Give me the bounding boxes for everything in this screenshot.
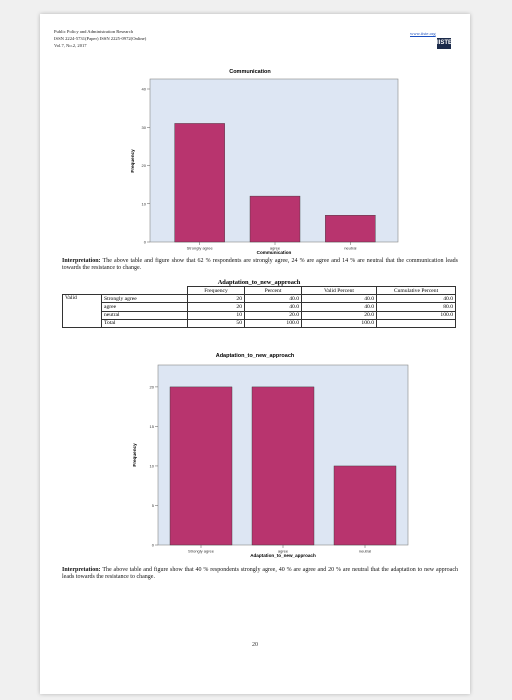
- x-tick-labels: Strongly agree agree neutral: [188, 545, 371, 554]
- cell: 100.0: [244, 318, 302, 328]
- adaptation-bar-chart: Adaptation_to_new_approach 0 5 10 15 20 Stro…: [132, 353, 409, 558]
- frequency-table: Frequency Percent Valid Percent Cumulati…: [62, 285, 456, 328]
- cell: 100.0: [376, 310, 456, 320]
- col-header: Percent: [244, 285, 302, 296]
- chart-title: Adaptation_to_new_approach: [216, 353, 295, 359]
- website-link[interactable]: www.iiste.org: [410, 31, 436, 36]
- table-row: neutral 10 20.0 20.0 100.0: [63, 310, 456, 320]
- issn-line: ISSN 2224-5731(Paper) ISSN 2225-0972(Onl…: [54, 36, 147, 41]
- row-label: Total: [101, 318, 188, 328]
- bar: [251, 386, 315, 546]
- x-tick-label: agree: [278, 549, 289, 554]
- cell: 20.0: [244, 310, 302, 320]
- bar: [174, 123, 225, 243]
- journal-header: Public Policy and Administration Researc…: [54, 28, 146, 49]
- table-title: Adaptation_to_new_approach: [217, 279, 301, 286]
- bars: [169, 386, 397, 546]
- bar: [249, 195, 301, 243]
- cell: 40.0: [244, 294, 302, 304]
- journal-name: Public Policy and Administration Researc…: [54, 29, 134, 34]
- bars: [174, 123, 376, 243]
- interpretation-paragraph-2: Interpretation: The above table and figu…: [62, 567, 458, 582]
- y-tick-label: 15: [150, 424, 155, 429]
- x-tick-label: neutral: [344, 246, 356, 251]
- y-tick-label: 0: [152, 543, 155, 548]
- row-label: agree: [101, 302, 188, 312]
- cell: 40.0: [301, 302, 377, 312]
- cell: 20: [187, 294, 245, 304]
- table-row: Valid Strongly agree 20 40.0 40.0 40.0: [62, 294, 456, 328]
- cell: 20.0: [301, 310, 377, 320]
- cell: 50: [187, 318, 245, 328]
- y-axis-ticks: 0 10 20 30 40: [142, 87, 150, 245]
- interpretation-text: The above table and figure show that 62 …: [62, 258, 458, 272]
- x-axis-label: Communication: [257, 250, 292, 255]
- y-tick-label: 10: [142, 201, 147, 206]
- y-axis-ticks: 0 5 10 15 20: [150, 384, 158, 548]
- cell: 40.0: [301, 294, 377, 304]
- frequency-table-block: Adaptation_to_new_approach Frequency Per…: [62, 279, 456, 328]
- y-tick-label: 40: [142, 87, 147, 92]
- cell: 10: [187, 310, 245, 320]
- chart-title: Communication: [229, 69, 271, 75]
- row-group-label: Valid: [62, 294, 102, 328]
- cell: [376, 318, 456, 328]
- y-tick-label: 20: [150, 384, 155, 389]
- interpretation-label: Interpretation:: [62, 258, 101, 264]
- x-tick-label: neutral: [359, 549, 371, 554]
- iiste-logo: IISTE: [437, 38, 452, 49]
- document-page: Public Policy and Administration Researc…: [40, 14, 470, 694]
- col-header: Frequency: [187, 285, 245, 296]
- x-tick-label: Strongly agree: [188, 549, 215, 554]
- row-label: Strongly agree: [101, 294, 188, 304]
- bar: [169, 386, 233, 546]
- interpretation-label: Interpretation:: [62, 567, 101, 573]
- y-axis-label: Frequency: [132, 443, 137, 467]
- y-tick-label: 10: [150, 463, 155, 468]
- cell: 40.0: [376, 294, 456, 304]
- cell: 20: [187, 302, 245, 312]
- y-axis-label: Frequency: [130, 149, 135, 173]
- y-tick-label: 5: [152, 503, 155, 508]
- table-row: agree 20 40.0 40.0 80.0: [63, 302, 456, 312]
- page-number: 20: [252, 642, 258, 648]
- table-row: Total 50 100.0 100.0: [63, 318, 456, 328]
- cell: 40.0: [244, 302, 302, 312]
- x-tick-label: Strongly agree: [187, 246, 214, 251]
- y-tick-label: 0: [144, 240, 147, 245]
- x-axis-label: Adaptation_to_new_approach: [250, 553, 316, 558]
- interpretation-text: The above table and figure show that 40 …: [62, 567, 458, 581]
- x-tick-label: agree: [270, 246, 281, 251]
- communication-bar-chart: Communication 0 10 20 30 40 Strongly agree ag…: [130, 69, 399, 255]
- bar: [333, 465, 397, 546]
- y-tick-label: 20: [142, 163, 147, 168]
- x-tick-labels: Strongly agree agree neutral: [187, 242, 357, 251]
- row-label: neutral: [101, 310, 188, 320]
- cell: 80.0: [376, 302, 456, 312]
- col-header: Cumulative Percent: [376, 285, 456, 296]
- table-header-row: Frequency Percent Valid Percent Cumulati…: [62, 285, 456, 296]
- volume-line: Vol.7, No.2, 2017: [54, 43, 87, 48]
- cell: 100.0: [301, 318, 377, 328]
- interpretation-paragraph-1: Interpretation: The above table and figu…: [62, 258, 458, 273]
- y-tick-label: 30: [142, 125, 147, 130]
- bar: [325, 215, 376, 243]
- col-header: Valid Percent: [301, 285, 377, 296]
